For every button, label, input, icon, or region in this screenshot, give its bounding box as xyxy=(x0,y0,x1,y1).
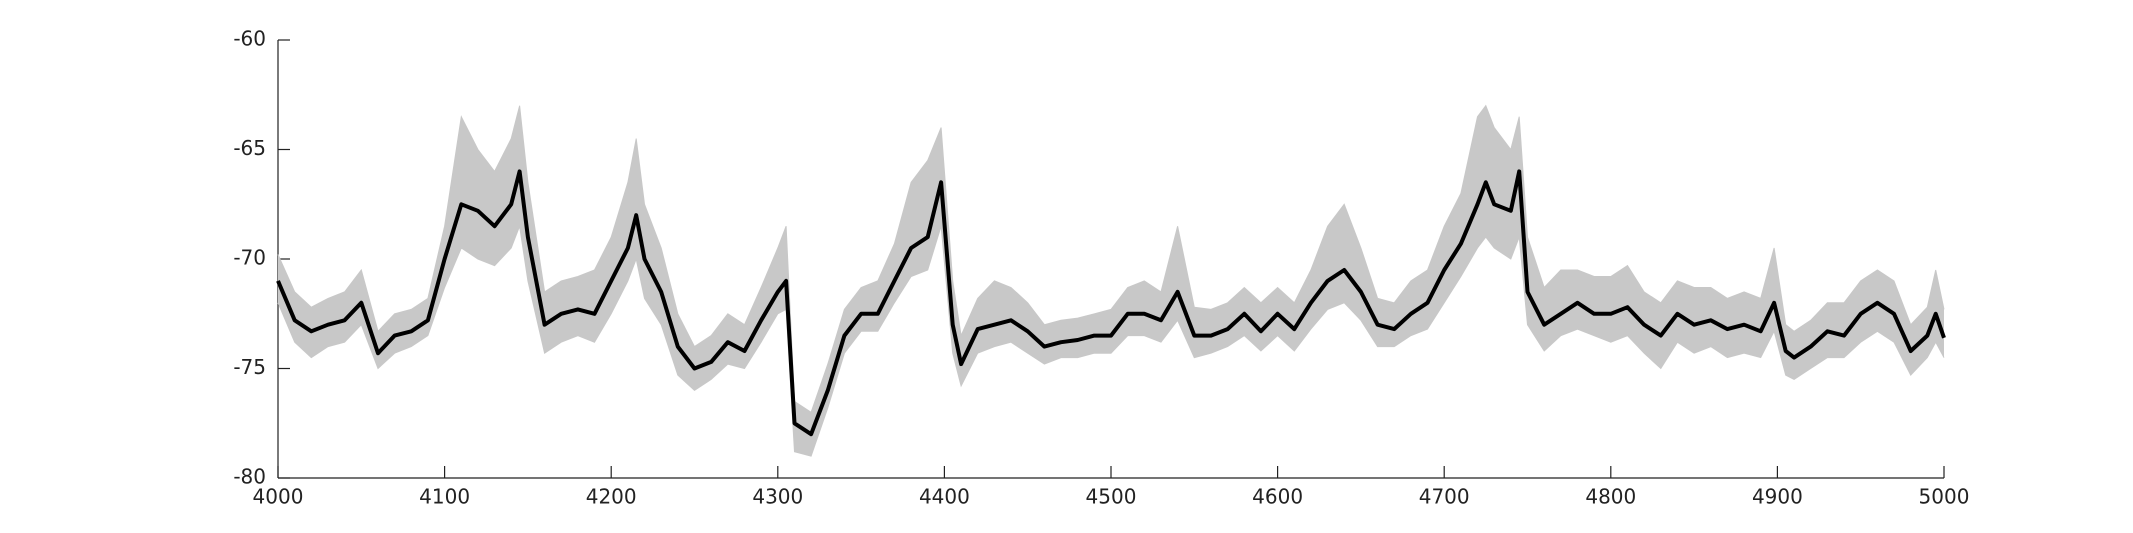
band-lower xyxy=(277,224,1945,457)
x-tick-label: 4600 xyxy=(1252,485,1303,509)
y-tick-label: -75 xyxy=(233,355,266,379)
x-tick-label: 4000 xyxy=(253,485,304,509)
x-tick-label: 4900 xyxy=(1752,485,1803,509)
x-tick-label: 4400 xyxy=(919,485,970,509)
band-upper xyxy=(277,104,1945,414)
line xyxy=(276,169,1946,437)
x-tick-label: 4800 xyxy=(1585,485,1636,509)
x-tick-label: 4500 xyxy=(1086,485,1137,509)
x-tick-label: 4300 xyxy=(752,485,803,509)
x-tick-label: 4200 xyxy=(586,485,637,509)
y-tick-label: -80 xyxy=(233,465,266,489)
y-tick-label: -65 xyxy=(233,136,266,160)
y-tick-label: -60 xyxy=(233,27,266,51)
x-tick-label: 5000 xyxy=(1919,485,1970,509)
y-tick-label: -70 xyxy=(233,246,266,270)
x-tick-label: 4100 xyxy=(419,485,470,509)
x-tick-label: 4700 xyxy=(1419,485,1470,509)
